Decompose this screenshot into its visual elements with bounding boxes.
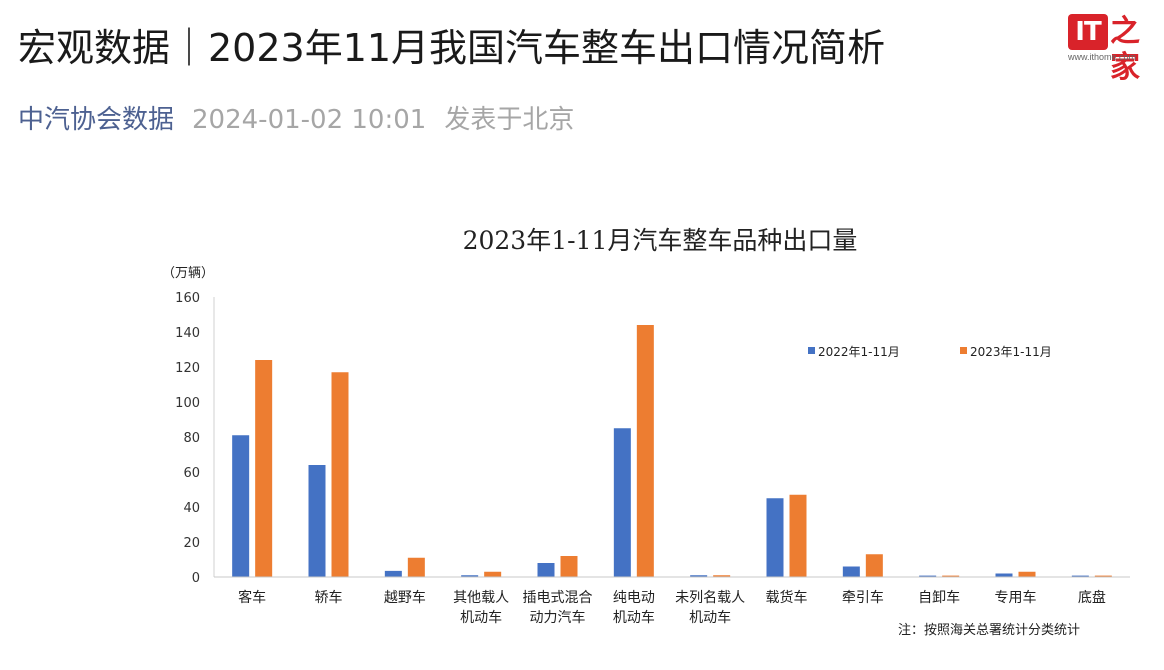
bar-series-2 xyxy=(636,325,654,577)
bar-series-2 xyxy=(789,494,807,577)
legend-swatch xyxy=(808,347,815,354)
y-unit-label: （万辆） xyxy=(162,266,214,281)
y-tick-label: 40 xyxy=(183,501,200,516)
x-category-label: 轿车 xyxy=(315,589,343,606)
x-category-label: 其他载人 xyxy=(453,590,509,606)
bar-series-1 xyxy=(537,563,555,577)
y-tick-label: 0 xyxy=(192,571,200,586)
bar-series-1 xyxy=(919,575,937,577)
bar-series-1 xyxy=(384,570,402,577)
publish-time: 2024-01-02 10:01 xyxy=(192,105,427,135)
logo-badge: IT xyxy=(1068,14,1108,50)
logo-glyph: 之家 xyxy=(1110,14,1140,85)
ithome-logo: IT 之家 www.ithome.com xyxy=(1068,14,1152,85)
y-tick-label: 60 xyxy=(183,466,200,481)
bar-series-2 xyxy=(407,557,425,577)
bar-series-1 xyxy=(308,465,326,577)
legend-label: 2023年1-11月 xyxy=(970,345,1052,359)
x-category-label: 底盘 xyxy=(1078,589,1106,606)
x-category-label: 自卸车 xyxy=(918,589,960,606)
publish-location: 发表于北京 xyxy=(444,105,575,135)
bar-series-1 xyxy=(232,435,250,577)
x-category-label: 机动车 xyxy=(460,609,502,626)
bar-series-2 xyxy=(713,575,731,577)
chart-note: 注：按照海关总署统计分类统计 xyxy=(898,623,1080,638)
x-category-label: 载货车 xyxy=(766,589,808,606)
y-tick-label: 120 xyxy=(175,361,200,376)
x-category-label: 插电式混合 xyxy=(523,590,593,606)
chart-title: 2023年1-11月汽车整车品种出口量 xyxy=(463,226,858,255)
bar-series-2 xyxy=(1018,571,1036,577)
bar-series-2 xyxy=(484,571,502,577)
bar-series-1 xyxy=(690,575,708,577)
y-tick-label: 140 xyxy=(175,326,200,341)
legend: 2022年1-11月 2023年1-11月 xyxy=(808,345,1052,359)
x-category-label: 动力汽车 xyxy=(530,609,586,626)
bar-series-1 xyxy=(1071,575,1089,577)
y-tick-label: 160 xyxy=(175,291,200,306)
x-category-label: 纯电动 xyxy=(613,590,655,606)
bars-group xyxy=(232,325,1112,577)
y-tick-label: 100 xyxy=(175,396,200,411)
bar-series-1 xyxy=(613,428,631,577)
bar-series-2 xyxy=(942,575,960,577)
legend-label: 2022年1-11月 xyxy=(818,345,900,359)
bar-series-2 xyxy=(331,372,349,577)
x-category-label: 越野车 xyxy=(384,589,426,606)
x-category-label: 牵引车 xyxy=(842,589,884,606)
bar-series-1 xyxy=(461,575,479,577)
bar-series-1 xyxy=(766,498,784,577)
article-title: 宏观数据｜2023年11月我国汽车整车出口情况简析 xyxy=(18,26,886,70)
article-meta: 中汽协会数据 2024-01-02 10:01 发表于北京 xyxy=(18,100,574,140)
x-category-label: 未列名载人 xyxy=(675,590,745,606)
bar-series-2 xyxy=(865,554,883,577)
x-category-label: 专用车 xyxy=(995,589,1037,606)
bar-series-2 xyxy=(1094,575,1112,577)
y-tick-label: 80 xyxy=(183,431,200,446)
bar-series-1 xyxy=(842,566,860,577)
bar-series-2 xyxy=(255,360,273,577)
bar-series-1 xyxy=(995,573,1013,577)
x-category-label: 机动车 xyxy=(613,609,655,626)
legend-swatch xyxy=(960,347,967,354)
y-tick-label: 20 xyxy=(183,536,200,551)
x-category-label: 机动车 xyxy=(689,609,731,626)
x-category-label: 客车 xyxy=(238,589,266,606)
logo-url: www.ithome.com xyxy=(1068,52,1137,62)
bar-series-2 xyxy=(560,556,578,577)
y-axis: 0 20 40 60 80 100 120 140 160 xyxy=(175,291,215,586)
source-link[interactable]: 中汽协会数据 xyxy=(18,105,175,135)
